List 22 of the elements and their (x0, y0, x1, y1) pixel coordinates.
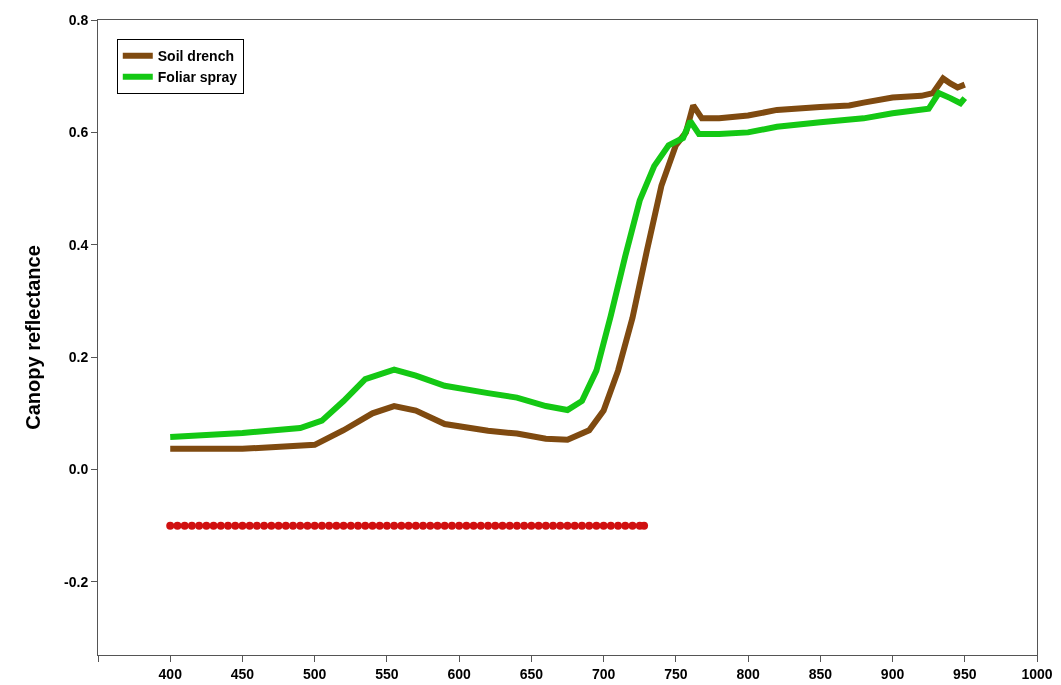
x-tick-label: 700 (591, 665, 616, 682)
x-tick-label: 750 (664, 665, 688, 682)
x-tick-label: 800 (736, 665, 760, 682)
y-tick-label: 0.4 (68, 236, 89, 253)
x-tick-label: 500 (303, 665, 327, 682)
y-tick-label: -0.2 (64, 573, 89, 590)
x-tick-label: 450 (230, 665, 255, 682)
x-tick-label: 600 (447, 665, 472, 682)
x-tick-label: 550 (375, 665, 399, 682)
y-tick-label: 0.2 (68, 349, 89, 366)
y-tick-label: 0.6 (68, 124, 89, 141)
x-tick-label: 900 (880, 665, 905, 682)
legend-label: Soil drench (157, 48, 235, 65)
x-tick-label: 1000 (1021, 665, 1053, 682)
y-tick-label: 0.0 (68, 461, 89, 478)
x-tick-label: 850 (808, 665, 833, 682)
y-axis-title: Canopy reflectance (21, 245, 44, 430)
y-tick-label: 0.8 (68, 11, 89, 28)
x-tick-label: 650 (519, 665, 544, 682)
x-tick-label: 400 (158, 665, 183, 682)
x-tick-label: 950 (953, 665, 977, 682)
legend-label: Foliar spray (157, 69, 238, 86)
